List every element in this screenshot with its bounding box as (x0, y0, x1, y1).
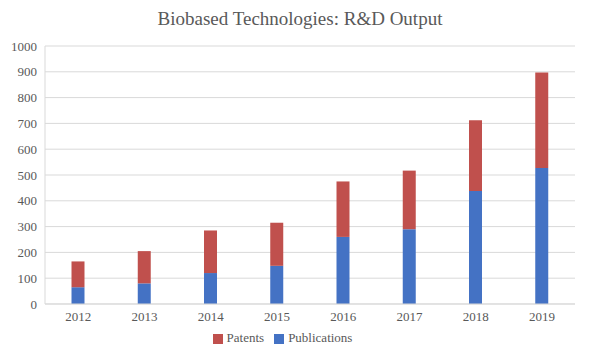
html-text:Patents: Patents (226, 330, 265, 345)
svg-text:900: 900 (18, 64, 38, 79)
svg-text:2015: 2015 (264, 309, 290, 324)
svg-text:700: 700 (18, 116, 38, 131)
svg-text:600: 600 (18, 142, 38, 157)
svg-text:2018: 2018 (463, 309, 489, 324)
svg-text:200: 200 (18, 245, 38, 260)
svg-text:300: 300 (18, 219, 38, 234)
svg-text:2016: 2016 (330, 309, 357, 324)
svg-text:2012: 2012 (65, 309, 91, 324)
svg-text:2014: 2014 (198, 309, 225, 324)
svg-text:400: 400 (18, 193, 38, 208)
svg-text:800: 800 (18, 90, 38, 105)
svg-text:100: 100 (18, 271, 38, 286)
html-text:Biobased Technologies: R&D Out: Biobased Technologies: R&D Output (157, 8, 443, 29)
svg-text:2013: 2013 (131, 309, 157, 324)
svg-text:2019: 2019 (529, 309, 555, 324)
svg-text:1000: 1000 (11, 39, 37, 54)
svg-text:500: 500 (18, 168, 38, 183)
svg-text:2017: 2017 (396, 309, 423, 324)
svg-text:0: 0 (31, 297, 38, 312)
html-text:Publications: Publications (288, 330, 353, 345)
